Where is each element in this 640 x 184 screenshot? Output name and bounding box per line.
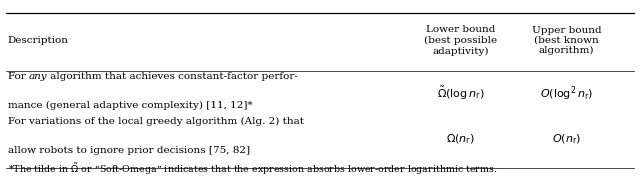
Text: mance (general adaptive complexity) [11, 12]*: mance (general adaptive complexity) [11,…	[8, 101, 252, 110]
Text: allow robots to ignore prior decisions [75, 82]: allow robots to ignore prior decisions […	[8, 146, 250, 155]
Text: For: For	[8, 72, 29, 81]
Text: Upper bound
(best known
algorithm): Upper bound (best known algorithm)	[532, 26, 601, 55]
Text: Description: Description	[8, 36, 68, 45]
Text: Lower bound
(best possible
adaptivity): Lower bound (best possible adaptivity)	[424, 25, 497, 56]
Text: *The tilde in $\tilde{\Omega}$ or “Soft-Omega” indicates that the expression abs: *The tilde in $\tilde{\Omega}$ or “Soft-…	[8, 161, 497, 177]
Text: algorithm that achieves constant-factor perfor-: algorithm that achieves constant-factor …	[47, 72, 298, 81]
Text: $O(\log^2 n_{\mathrm{r}})$: $O(\log^2 n_{\mathrm{r}})$	[540, 84, 593, 103]
Text: $\Omega(n_{\mathrm{r}})$: $\Omega(n_{\mathrm{r}})$	[446, 132, 476, 146]
Text: any: any	[29, 72, 47, 81]
Text: $O(n_{\mathrm{r}})$: $O(n_{\mathrm{r}})$	[552, 132, 581, 146]
Text: $\tilde{\Omega}(\log n_{\mathrm{r}})$: $\tilde{\Omega}(\log n_{\mathrm{r}})$	[437, 85, 484, 102]
Text: For variations of the local greedy algorithm (Alg. 2) that: For variations of the local greedy algor…	[8, 117, 304, 126]
